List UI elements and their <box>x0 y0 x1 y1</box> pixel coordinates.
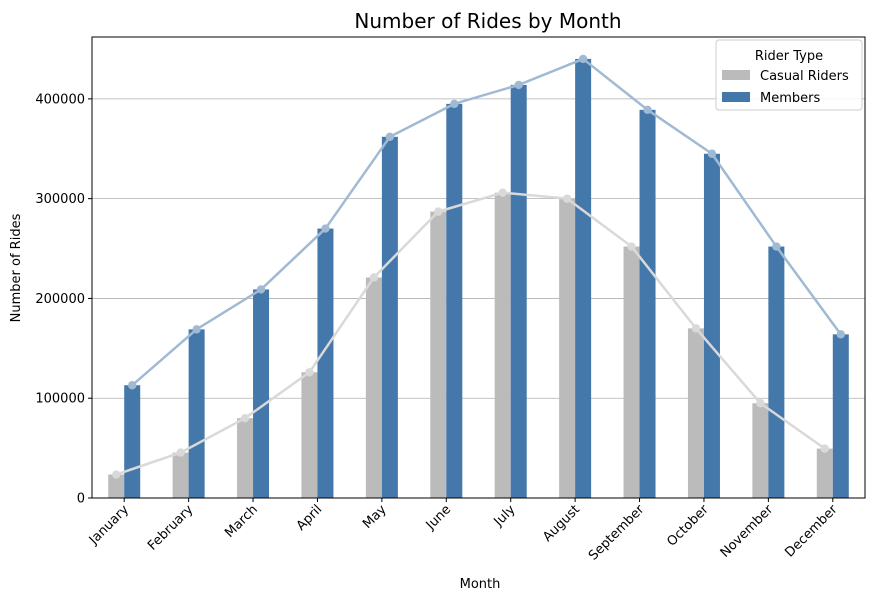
point-members <box>321 224 330 233</box>
bar-casual-riders <box>494 192 511 498</box>
plot-frame <box>91 36 866 499</box>
point-members <box>707 149 717 158</box>
legend-title: Rider Type <box>755 49 823 64</box>
bar-members <box>381 136 398 498</box>
bar-casual-riders <box>816 448 833 498</box>
y-axis-ticks: 0 100000 200000 300000 400000 <box>35 92 92 507</box>
bar-members <box>124 385 141 498</box>
point-casual-riders <box>369 273 379 282</box>
y-tick-label: 0 <box>77 492 85 507</box>
point-casual-riders <box>756 399 765 408</box>
bar-casual-riders <box>237 418 254 498</box>
bar-members <box>317 228 334 498</box>
point-casual-riders <box>691 324 701 333</box>
x-tick-label: September <box>586 502 648 564</box>
x-tick-label: February <box>145 502 197 554</box>
x-tick-label: May <box>360 502 390 532</box>
point-casual-riders <box>305 368 314 377</box>
legend-frame <box>715 39 863 111</box>
point-casual-riders <box>498 188 507 197</box>
y-tick-label: 300000 <box>35 192 85 207</box>
bar-casual-riders <box>365 277 382 498</box>
bar-members <box>446 103 463 498</box>
bar-casual-riders <box>752 403 769 498</box>
y-axis-label: Number of Rides <box>9 213 24 322</box>
point-casual-riders <box>562 194 572 203</box>
x-tick-label: January <box>86 502 132 548</box>
point-members <box>385 132 395 141</box>
bar-members <box>188 329 205 498</box>
legend-swatch-casual <box>722 70 750 80</box>
point-casual-riders <box>176 448 185 457</box>
bar-casual-riders <box>172 452 189 498</box>
bar-members <box>639 109 656 499</box>
bar-casual-riders <box>430 211 447 498</box>
x-tick-label: April <box>294 502 326 534</box>
x-tick-label: August <box>540 502 583 545</box>
x-tick-label: March <box>222 502 261 541</box>
point-members <box>643 105 652 115</box>
point-members <box>450 99 459 109</box>
y-tick-label: 100000 <box>35 392 85 407</box>
trend-line-casual-riders <box>115 191 826 476</box>
bar-members <box>832 334 849 498</box>
point-members <box>836 330 845 339</box>
legend-label-casual: Casual Riders <box>760 69 849 84</box>
legend: Rider Type Casual Riders Members <box>715 39 863 111</box>
bar-casual-riders <box>559 198 576 498</box>
bar-members <box>768 246 785 498</box>
point-casual-riders <box>112 470 121 479</box>
bar-casual-riders <box>623 246 640 498</box>
x-tick-label: July <box>491 502 519 530</box>
trend-line-members <box>131 57 842 387</box>
x-axis-ticks: January February March April May June July Augu… <box>86 498 841 564</box>
x-tick-label: June <box>423 502 454 533</box>
bar-casual-riders <box>687 328 704 498</box>
legend-label-members: Members <box>760 91 820 106</box>
gridlines <box>92 98 865 399</box>
chart-title: Number of Rides by Month <box>354 9 621 33</box>
point-members <box>514 80 523 90</box>
x-tick-label: December <box>782 502 841 561</box>
x-tick-label: November <box>718 502 777 561</box>
bar-casual-riders <box>301 372 318 498</box>
point-members <box>578 54 588 64</box>
point-members <box>128 381 137 390</box>
bar-casual-riders <box>108 474 125 498</box>
bar-members <box>510 84 527 498</box>
point-casual-riders <box>434 207 443 216</box>
x-axis-label: Month <box>460 577 501 592</box>
bar-members <box>703 153 720 498</box>
point-casual-riders <box>240 413 250 423</box>
point-casual-riders <box>820 444 829 453</box>
trend-lines <box>112 54 845 479</box>
x-tick-label: October <box>664 502 712 550</box>
point-members <box>192 325 201 334</box>
legend-swatch-members <box>722 92 750 102</box>
bars <box>108 58 849 499</box>
y-tick-label: 200000 <box>35 292 85 307</box>
bar-members <box>253 289 270 498</box>
point-casual-riders <box>627 242 636 251</box>
y-tick-label: 400000 <box>35 92 85 107</box>
point-members <box>256 285 266 294</box>
bar-members <box>575 58 592 498</box>
point-members <box>772 242 781 251</box>
